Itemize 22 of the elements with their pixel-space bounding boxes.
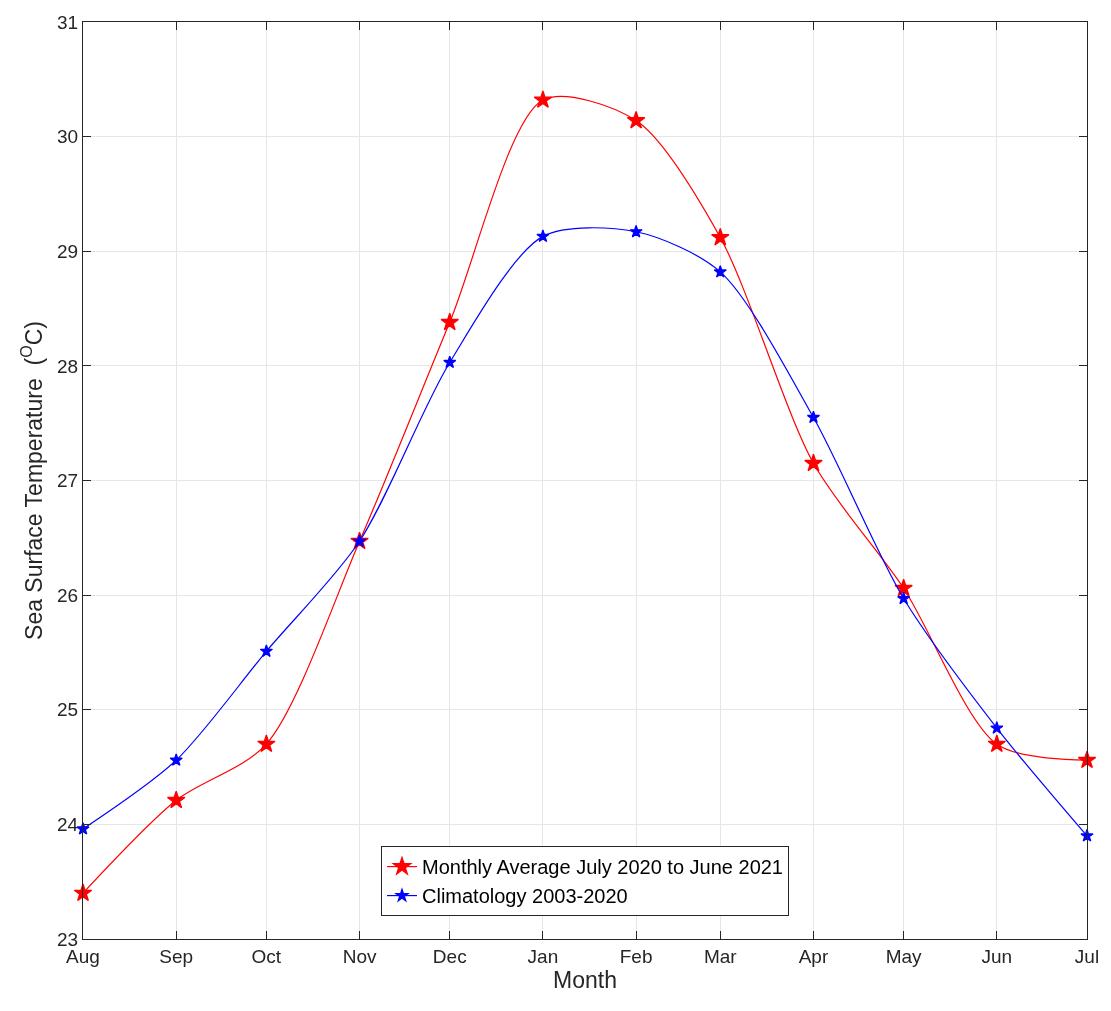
x-tick-label: Nov [342, 945, 377, 967]
x-tick-label: May [885, 945, 923, 967]
y-tick-label: 31 [57, 11, 79, 33]
x-tick-label: Sep [159, 945, 194, 967]
legend-label: Climatology 2003-2020 [422, 885, 628, 908]
x-tick-label: Jun [981, 945, 1013, 967]
x-tick-label: Jul [1074, 945, 1100, 967]
y-tick-label: 25 [57, 699, 79, 721]
y-tick-label: 27 [57, 470, 79, 492]
x-tick-label: Jan [527, 945, 559, 967]
y-tick-label: 30 [57, 126, 79, 148]
x-tick-label: Apr [798, 945, 829, 967]
x-axis-title: Month [553, 966, 617, 993]
x-tick-label: Feb [619, 945, 653, 967]
legend-label: Monthly Average July 2020 to June 2021 [422, 856, 783, 879]
y-tick-label: 28 [57, 355, 79, 377]
y-tick-label: 29 [57, 240, 79, 262]
x-tick-label: Mar [703, 945, 738, 967]
x-tick-label: Dec [432, 945, 467, 967]
y-tick-label: 24 [57, 814, 79, 836]
y-tick-label: 26 [57, 584, 79, 606]
x-tick-label: Oct [251, 945, 282, 967]
